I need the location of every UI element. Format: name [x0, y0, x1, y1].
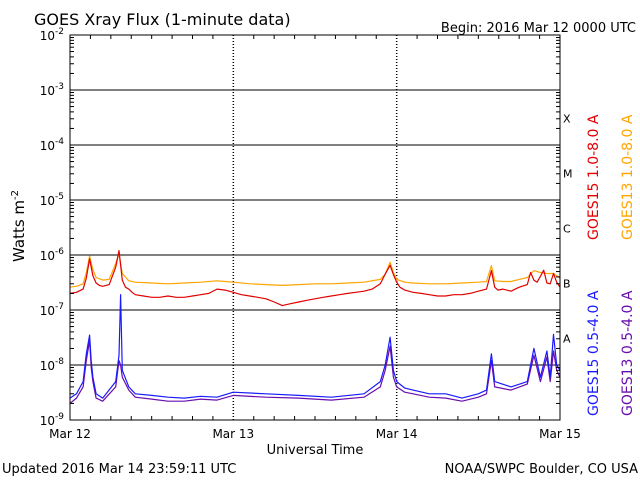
plot-frame — [69, 34, 561, 421]
flare-class-labels: X M C B A — [563, 113, 573, 346]
y-tick-label: 10-3 — [40, 82, 64, 98]
x-axis-ticks: Mar 12 Mar 13 Mar 14 Mar 15 — [49, 35, 581, 441]
begin-label: Begin: 2016 Mar 12 0000 UTC — [441, 21, 636, 36]
flare-class-m: M — [563, 168, 573, 181]
flare-class-c: C — [563, 223, 571, 236]
y-axis-label: Watts m-2 — [10, 190, 28, 262]
y-tick-label: 10-7 — [40, 302, 64, 318]
footer-updated: Updated 2016 Mar 14 23:59:11 UTC — [2, 462, 236, 477]
grid — [70, 34, 560, 421]
y-tick-label: 10-9 — [40, 412, 65, 428]
y-axis-ticks: 10-9 10-8 10-7 10-6 10-5 10-4 10-3 10-2 — [40, 27, 560, 428]
x-tick-label: Mar 13 — [212, 427, 254, 441]
y-axis-label-exp: -2 — [10, 190, 21, 200]
x-axis-label: Universal Time — [267, 443, 364, 458]
chart-title: GOES Xray Flux (1-minute data) — [34, 10, 291, 29]
x-tick-label: Mar 12 — [49, 427, 91, 441]
legend-entry: GOES15 1.0-8.0 A — [586, 114, 602, 240]
series-lines — [69, 250, 561, 404]
series-goes13-1-0-8-0-a — [69, 253, 561, 288]
y-tick-label: 10-2 — [40, 27, 64, 43]
legend: GOES15 1.0-8.0 A GOES13 1.0-8.0 A GOES15 0… — [586, 114, 636, 416]
flare-class-b: B — [563, 278, 571, 291]
footer-credit: NOAA/SWPC Boulder, CO USA — [445, 462, 638, 477]
y-tick-label: 10-6 — [40, 247, 65, 263]
x-tick-label: Mar 15 — [539, 427, 581, 441]
flare-class-a: A — [563, 333, 571, 346]
y-tick-label: 10-4 — [40, 137, 65, 153]
legend-entry: GOES15 0.5-4.0 A — [586, 290, 602, 416]
legend-entry: GOES13 0.5-4.0 A — [620, 290, 636, 416]
y-tick-label: 10-5 — [40, 192, 64, 208]
x-tick-label: Mar 14 — [376, 427, 418, 441]
series-goes13-0-5-4-0-a — [69, 339, 561, 404]
series-goes15-0-5-4-0-a — [69, 294, 561, 399]
legend-entry: GOES13 1.0-8.0 A — [620, 114, 636, 240]
flare-class-x: X — [563, 113, 571, 126]
y-tick-label: 10-8 — [40, 357, 65, 373]
series-goes15-1-0-8-0-a — [69, 250, 561, 307]
